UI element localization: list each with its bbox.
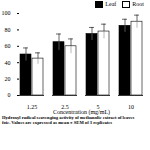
svg-text:1.25: 1.25 — [27, 104, 38, 110]
svg-text:0: 0 — [8, 92, 11, 98]
svg-text:20: 20 — [5, 76, 11, 82]
svg-text:40: 40 — [5, 60, 11, 66]
html-text:Hydroxyl radical scavenging ac: Hydroxyl radical scavenging activity of … — [2, 115, 135, 120]
html-text:Leaf: Leaf — [105, 0, 117, 7]
svg-text:Concentration (mg/mL): Concentration (mg/mL) — [53, 109, 110, 116]
svg-text:10: 10 — [128, 104, 134, 110]
svg-text:60: 60 — [5, 43, 11, 49]
svg-text:5: 5 — [96, 103, 100, 110]
html-text:foic. Values are expressed as: foic. Values are expressed as mean ± SEM… — [2, 120, 113, 126]
html-text:Root: Root — [132, 0, 144, 7]
svg-text:80: 80 — [5, 27, 11, 33]
svg-text:100: 100 — [2, 10, 11, 16]
svg-text:2.5: 2.5 — [61, 103, 69, 110]
